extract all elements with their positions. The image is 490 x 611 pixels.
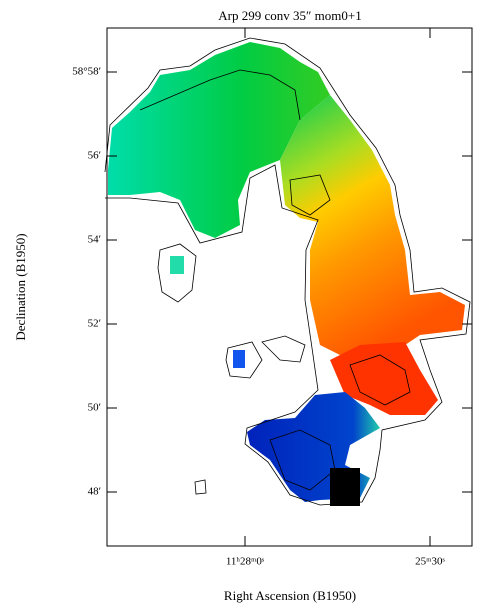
map-image [104, 37, 471, 506]
plot-frame [106, 27, 473, 547]
emission-green [108, 42, 330, 238]
emission-cyan [170, 256, 184, 274]
y-axis-label: Declination (B1950) [13, 233, 28, 340]
contour [225, 341, 263, 379]
emission-arm [280, 95, 465, 360]
y-tick-label: 48′ [88, 486, 101, 498]
contour [104, 37, 471, 506]
contour [194, 479, 207, 495]
contour [349, 354, 411, 406]
contour [261, 335, 306, 363]
x-tick-label: 11ʰ28ᵐ0ˢ [226, 556, 265, 568]
emission-blue-small [233, 350, 245, 368]
y-tick-label: 58°58′ [72, 66, 101, 78]
y-tick-label: 56′ [88, 150, 101, 162]
emission-red [330, 342, 438, 415]
chart-title: Arp 299 conv 35″ mom0+1 [218, 8, 361, 23]
emission-black [330, 468, 360, 506]
contour [269, 429, 336, 491]
x-axis-label: Right Ascension (B1950) [224, 588, 356, 603]
contour [289, 174, 331, 216]
emission-blue [247, 392, 380, 502]
contour [157, 243, 197, 303]
x-tick-label: 25ᵐ30ˢ [415, 556, 445, 568]
y-tick-label: 52′ [88, 318, 101, 330]
y-tick-label: 50′ [88, 402, 101, 414]
contour [139, 69, 301, 121]
y-tick-label: 54′ [88, 234, 101, 246]
